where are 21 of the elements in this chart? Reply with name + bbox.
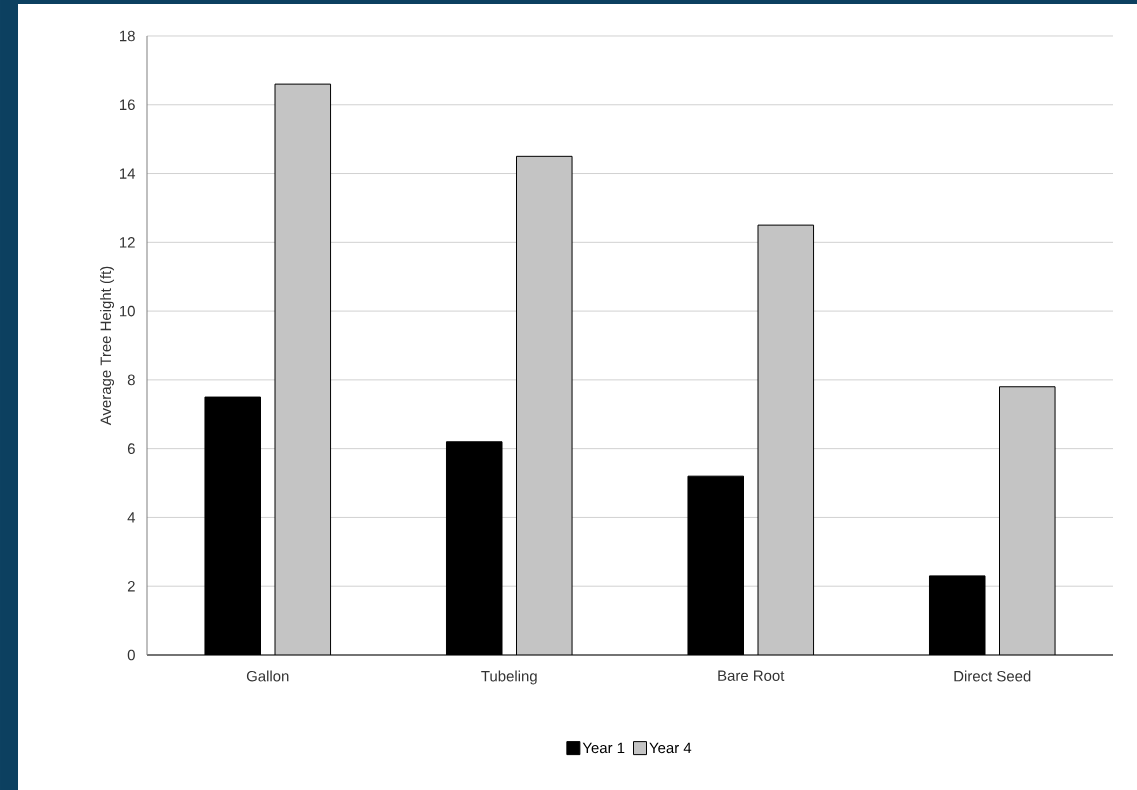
bar: [758, 225, 814, 655]
y-tick-label: 0: [127, 649, 135, 661]
bar: [516, 156, 573, 655]
x-tick-label: Gallon: [246, 670, 289, 682]
bar: [999, 386, 1056, 655]
y-tick-label: 12: [120, 237, 135, 248]
y-tick-label: 8: [127, 374, 135, 386]
y-tick-label: 4: [127, 512, 136, 523]
x-tick-label: Bare Root: [718, 670, 785, 681]
x-tick-label: Direct Seed: [954, 670, 1031, 682]
y-tick-label: 6: [127, 443, 135, 454]
bar: [275, 84, 331, 655]
legend-label: Year 1: [582, 742, 625, 754]
y-tick-label: 18: [120, 30, 135, 42]
y-tick-label: 14: [120, 168, 136, 179]
x-tick-label: Tubeling: [481, 670, 537, 685]
y-tick-label: 10: [120, 305, 135, 317]
legend-label: Year 4: [649, 742, 692, 754]
y-tick-label: 16: [120, 99, 135, 111]
y-axis-title: Average Tree Height (ft): [100, 266, 115, 426]
y-tick-label: 2: [127, 580, 135, 592]
